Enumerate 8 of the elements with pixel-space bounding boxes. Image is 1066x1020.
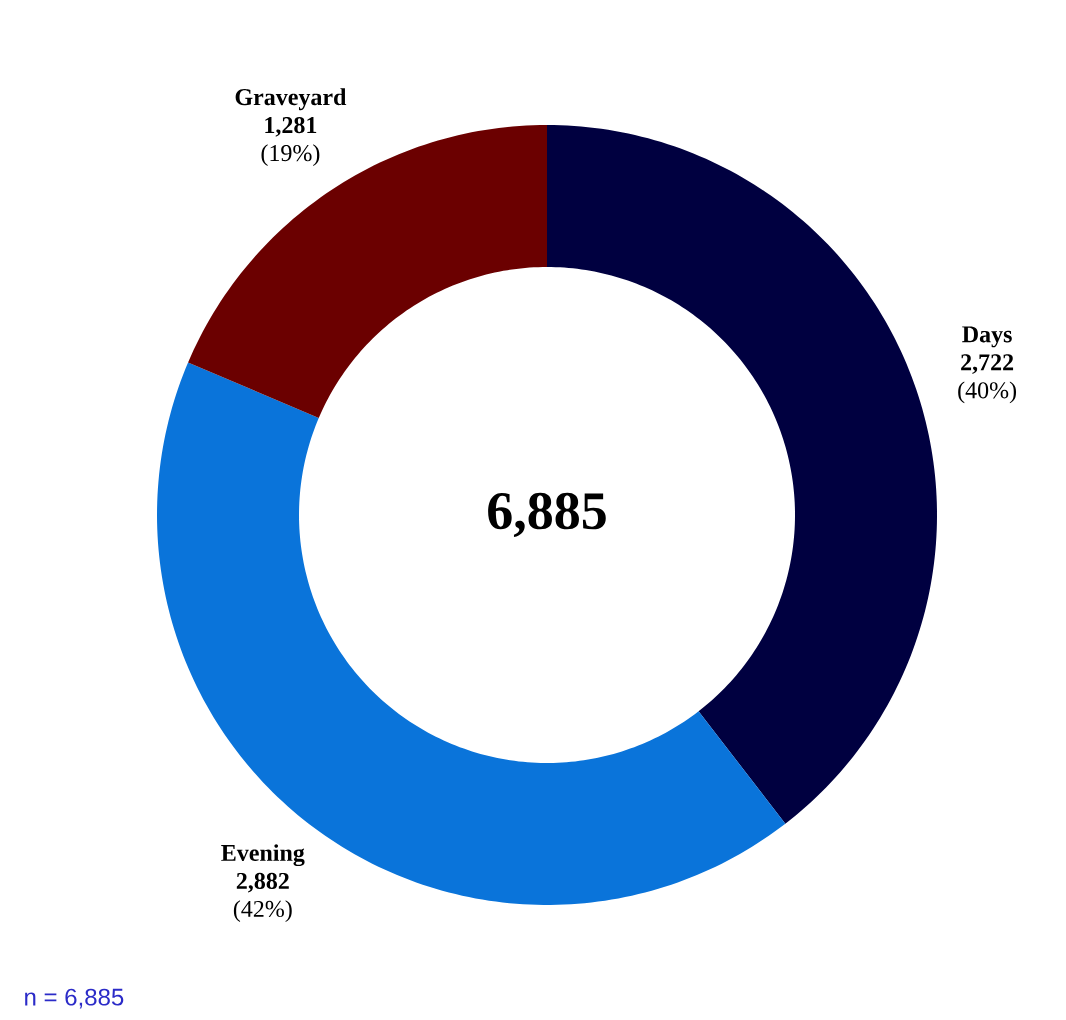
text: n = 6,885	[25, 988, 124, 1009]
slice-label: Evening	[221, 844, 305, 867]
data-label: 1,281 (19%)	[261, 116, 320, 167]
slice-label: Graveyard	[235, 88, 347, 111]
data-label: 2,882 (42%)	[233, 872, 292, 922]
data-label: 2,722 (40%)	[958, 354, 1017, 404]
slice-label: Days	[962, 326, 1012, 348]
text: 6,885	[488, 492, 606, 538]
